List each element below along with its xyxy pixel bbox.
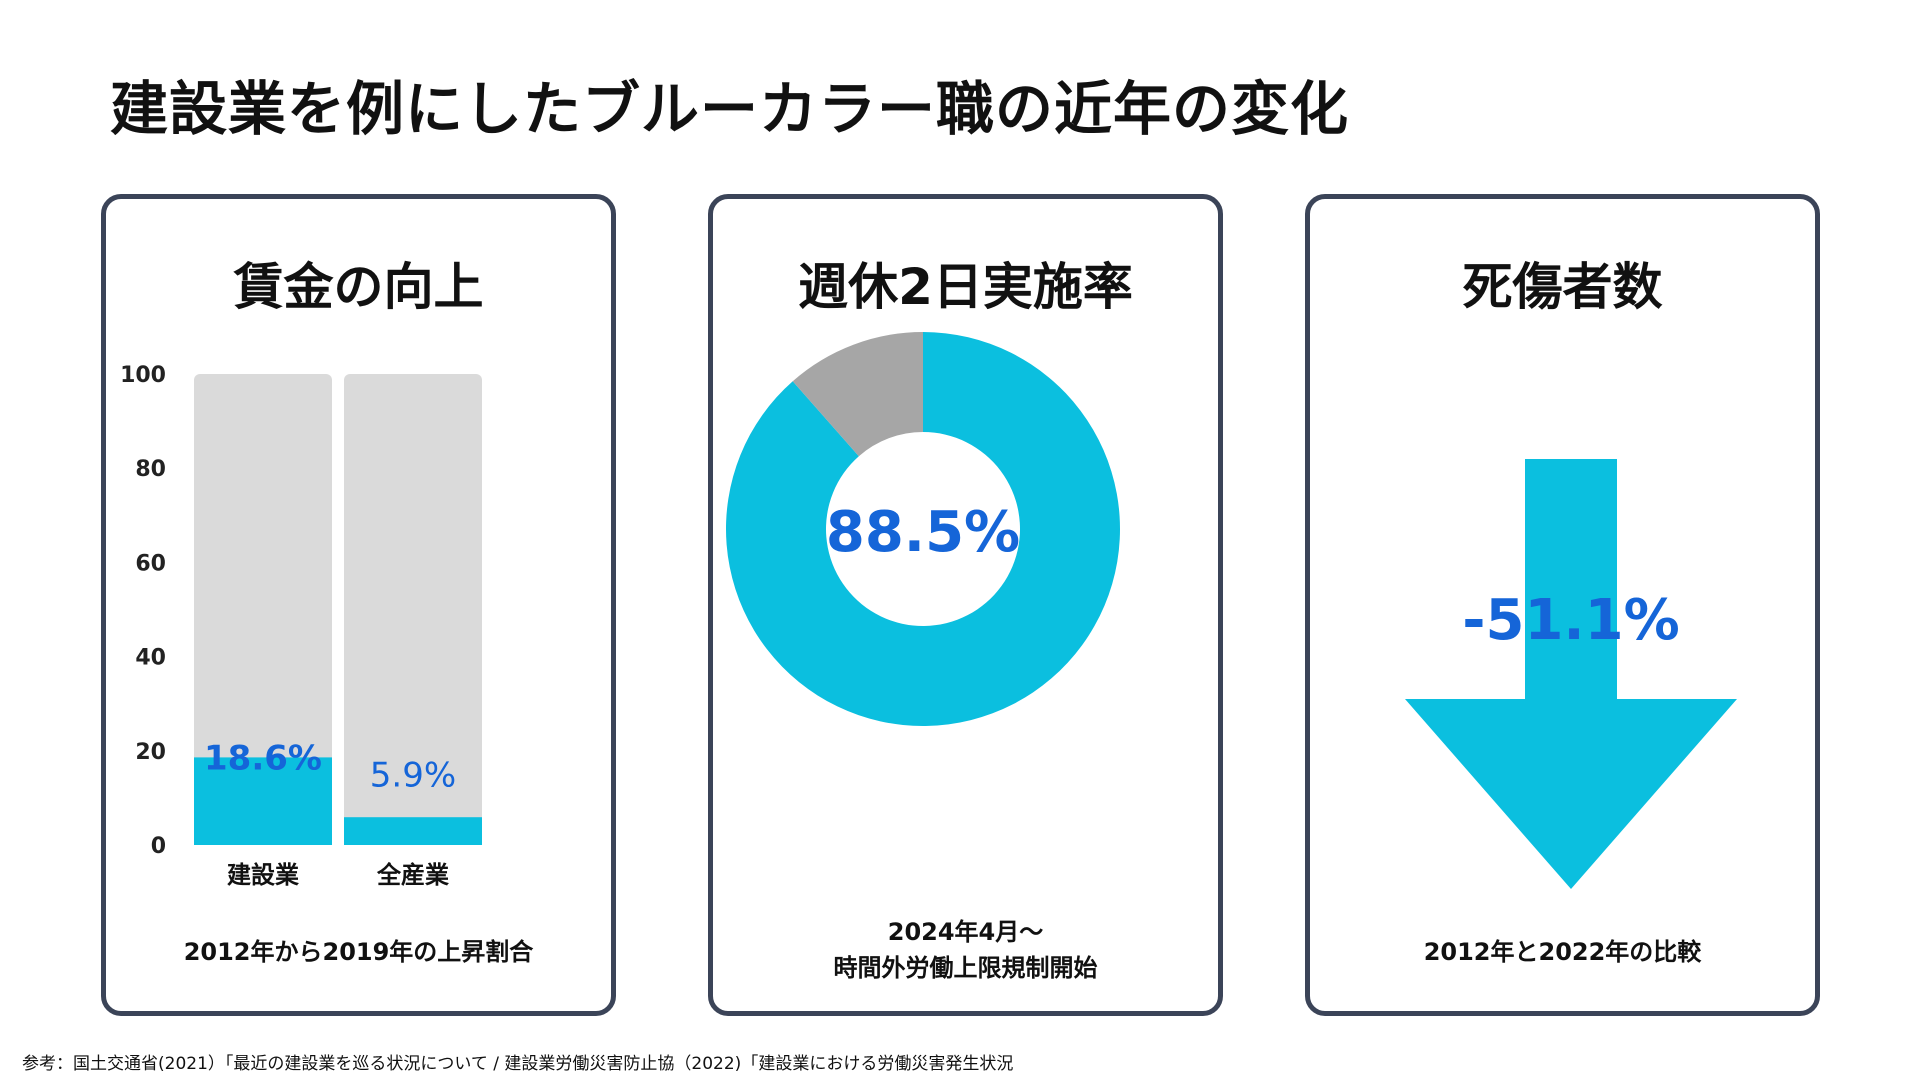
wage-card: 賃金の向上 0 20 40 60 80 100 建設業 18.6% 全産業 5.9% 2012年か… [101,194,616,1016]
donut-center-label: 88.5% [826,500,1020,565]
y-tick-label: 0 [151,834,166,859]
reference-footnote: 参考：国土交通省(2021）「最近の建設業を巡る状況について / 建設業労働災害… [22,1054,1014,1074]
y-tick-label: 80 [135,457,166,482]
donut-segment-remaining [792,332,923,457]
down-arrow-icon [1405,459,1737,889]
casualty-value-label: -51.1% [1462,588,1680,653]
wage-caption: 2012年から2019年の上昇割合 [183,938,534,966]
y-tick-label: 60 [135,551,166,576]
bar-background [344,374,482,845]
wage-card-title: 賃金の向上 [233,258,484,316]
bar-data-label: 18.6% [204,738,322,778]
holiday-caption: 2024年4月〜 時間外労働上限規制開始 [713,914,1218,986]
holiday-card: 週休2日実施率 88.5% 2024年4月〜 時間外労働上限規制開始 [708,194,1223,1016]
x-tick-label: 全産業 [376,861,449,889]
holiday-caption-line2: 時間外労働上限規制開始 [833,954,1098,982]
donut-segment-implemented [726,332,1120,726]
bar-all-industries [344,817,482,845]
casualty-arrow-graphic: -51.1% [1405,459,1737,889]
bar-background [194,374,332,845]
casualty-caption: 2012年と2022年の比較 [1423,938,1702,966]
bar-construction [194,757,332,845]
page-title: 建設業を例にしたブルーカラー職の近年の変化 [110,75,1350,143]
holiday-card-title: 週休2日実施率 [798,258,1133,316]
y-tick-label: 100 [120,363,166,388]
y-tick-label: 20 [135,740,166,765]
bar-data-label: 5.9% [370,755,456,795]
wage-bar-chart: 0 20 40 60 80 100 建設業 18.6% 全産業 5.9% [120,363,482,889]
casualty-card-title: 死傷者数 [1462,258,1663,316]
casualty-card: 死傷者数 -51.1% 2012年と2022年の比較 [1305,194,1820,1016]
y-tick-label: 40 [135,646,166,671]
holiday-caption-line1: 2024年4月〜 [887,918,1044,946]
x-tick-label: 建設業 [227,861,299,889]
holiday-donut-chart: 88.5% [726,332,1120,726]
